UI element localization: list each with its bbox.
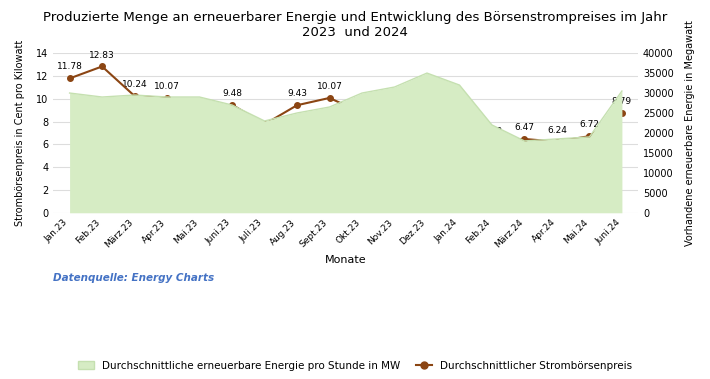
Text: 7.76: 7.76 — [254, 131, 275, 140]
Text: 8.75: 8.75 — [352, 97, 372, 106]
X-axis label: Monate: Monate — [325, 255, 366, 265]
Text: 9.11: 9.11 — [384, 93, 405, 102]
Text: 10.24: 10.24 — [121, 80, 148, 89]
Text: 7.66: 7.66 — [449, 110, 469, 119]
Text: 6.47: 6.47 — [515, 123, 535, 132]
Legend: Durchschnittliche erneuerbare Energie pro Stunde in MW, Durchschnittlicher Strom: Durchschnittliche erneuerbare Energie pr… — [75, 357, 635, 374]
Y-axis label: Vorhandene erneuerbare Energie in Megawatt: Vorhandene erneuerbare Energie in Megawa… — [685, 20, 695, 246]
Text: 6.85: 6.85 — [417, 142, 437, 150]
Text: Produzierte Menge an erneuerbarer Energie und Entwicklung des Börsenstrompreises: Produzierte Menge an erneuerbarer Energi… — [43, 11, 667, 39]
Y-axis label: Strombörsenpreis in Cent pro Kilowatt: Strombörsenpreis in Cent pro Kilowatt — [15, 40, 25, 226]
Text: 6.24: 6.24 — [547, 126, 567, 135]
Text: 9.48: 9.48 — [222, 89, 242, 98]
Text: 12.83: 12.83 — [89, 50, 115, 60]
Text: 8.17: 8.17 — [190, 127, 209, 136]
Text: 10.07: 10.07 — [317, 82, 342, 91]
Text: 11.78: 11.78 — [57, 63, 82, 72]
Text: 10.07: 10.07 — [154, 82, 180, 91]
Text: Datenquelle: Energy Charts: Datenquelle: Energy Charts — [53, 274, 214, 283]
Text: 8.79: 8.79 — [612, 97, 632, 106]
Text: 6.13: 6.13 — [482, 127, 502, 136]
Text: 6.72: 6.72 — [579, 120, 599, 129]
Text: 9.43: 9.43 — [287, 89, 307, 98]
